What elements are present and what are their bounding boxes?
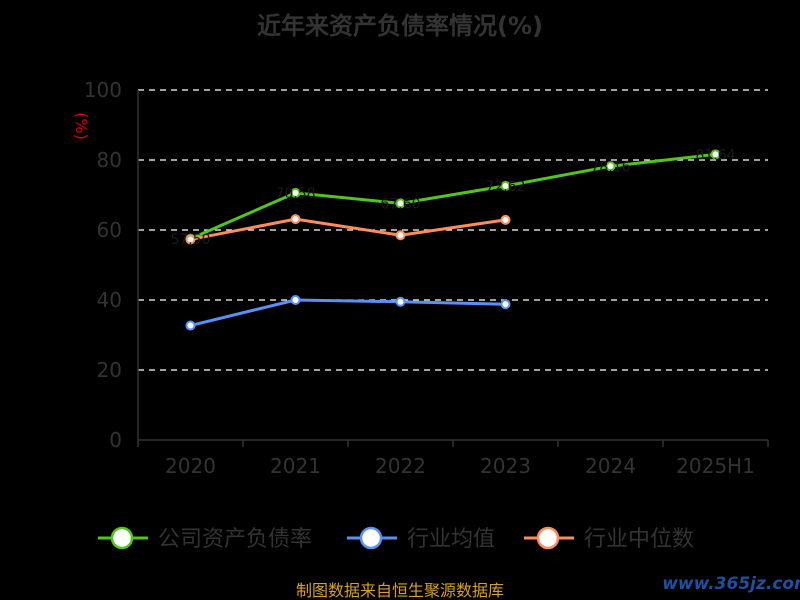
legend-swatch-marker [359,526,383,550]
y-tick-label: 0 [109,428,122,452]
x-tick-label: 2023 [480,454,531,478]
data-point [185,234,196,245]
data-point [395,198,406,209]
legend-label: 行业均值 [407,527,495,552]
x-tick-label: 2025H1 [676,454,755,478]
data-point [290,295,301,305]
data-label: 57.50 [170,232,210,248]
y-tick-label: 40 [97,288,122,312]
data-point [605,161,616,172]
legend-swatch-marker [536,526,560,550]
data-label: 70.58 [275,186,315,202]
chart-title: 近年来资产负债率情况(%) [257,12,543,40]
axes: 0 20 40 60 80 100 2020 2021 2022 2023 2024 2025H1 [84,78,769,478]
data-point [500,180,511,191]
x-tick-label: 2022 [375,454,426,478]
legend-item-2[interactable]: 行业中位数 [524,526,694,552]
legend-item-0[interactable]: 公司资产负债率 [98,526,312,552]
data-point [290,187,301,198]
data-label: 78.16 [590,159,630,175]
data-label: 67.60 [380,196,420,212]
data-labels: 57.50 70.58 67.60 72.62 78.16 81.64 [170,147,735,247]
x-tick-label: 2021 [270,454,321,478]
watermark: www.365jz.com [662,574,800,594]
legend-label: 公司资产负债率 [158,527,312,552]
data-source-note: 制图数据来自恒生聚源数据库 [296,581,504,600]
legend-item-1[interactable]: 行业均值 [347,526,495,552]
y-tick-label: 100 [84,78,122,102]
series-line-1 [190,298,506,328]
y-tick-label: 60 [97,218,122,242]
data-point [500,214,511,225]
y-tick-label: 20 [97,358,122,382]
data-point [185,320,196,331]
data-point [290,214,301,225]
x-tick-label: 2020 [165,454,216,478]
data-point [395,230,406,241]
data-point [395,296,406,307]
data-point [710,149,721,160]
x-tick-label: 2024 [585,454,636,478]
data-point [500,299,511,310]
legend-label: 行业中位数 [584,527,694,552]
series-lines [185,149,721,331]
legend[interactable]: 公司资产负债率 行业均值 行业中位数 [98,526,694,552]
series-line-2 [190,217,506,241]
y-unit-label: (%) [72,112,91,140]
legend-swatch-marker [110,526,134,550]
y-tick-label: 80 [97,148,122,172]
data-label: 81.64 [695,147,735,163]
series-line-0 [189,152,716,241]
data-label: 72.62 [485,179,525,195]
